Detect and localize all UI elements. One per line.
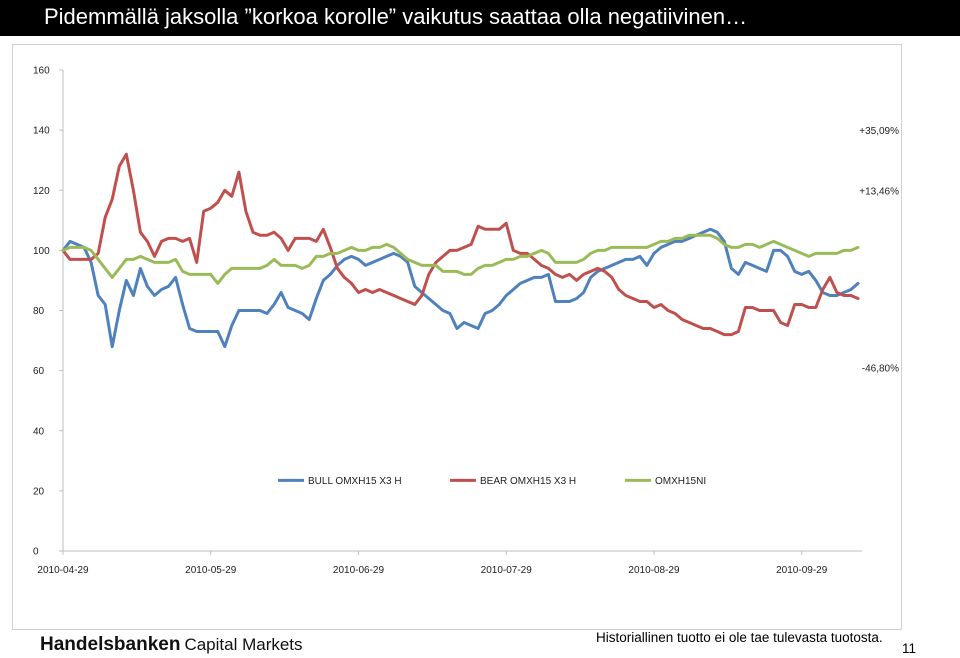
x-tick-label: 2010-04-29 [37, 565, 89, 576]
x-tick-label: 2010-07-29 [481, 565, 533, 576]
x-tick-label: 2010-08-29 [628, 565, 680, 576]
brand-logo: Handelsbanken Capital Markets [40, 634, 303, 656]
series-line-2 [61, 152, 860, 337]
y-tick-label: 40 [33, 426, 45, 437]
line-chart: 0 20 40 60 80 100 120 140 160 2010-04-29 2010-05-2… [33, 66, 899, 577]
y-tick-label: 100 [33, 246, 50, 257]
x-tick-label: 2010-06-29 [333, 565, 385, 576]
y-tick-label: 120 [33, 186, 50, 197]
y-tick-label: 0 [33, 547, 39, 558]
legend-label-1: BULL OMXH15 X3 H [308, 476, 402, 487]
slide-title: Pidemmällä jaksolla ”korkoa korolle” vai… [0, 0, 960, 36]
y-tick-label: 60 [33, 366, 45, 377]
brand-name: Handelsbanken [40, 634, 181, 655]
y-tick-label: 160 [33, 66, 50, 77]
x-tick-label: 2010-05-29 [185, 565, 237, 576]
annotation-label: -46,80% [862, 364, 899, 375]
legend-label-3: OMXH15NI [655, 476, 706, 487]
disclaimer-text: Historiallinen tuotto ei ole tae tulevas… [596, 630, 883, 645]
page-number: 11 [902, 641, 917, 656]
annotation-label: +35,09% [859, 126, 899, 137]
series-line-3 [61, 233, 860, 285]
y-tick-label: 20 [33, 486, 45, 497]
brand-subtitle: Capital Markets [184, 635, 303, 654]
y-tick-label: 80 [33, 306, 45, 317]
legend-label-2: BEAR OMXH15 X3 H [480, 476, 576, 487]
x-tick-label: 2010-09-29 [776, 565, 828, 576]
annotation-label: +13,46% [859, 186, 899, 197]
y-tick-label: 140 [33, 126, 50, 137]
chart-frame: 0 20 40 60 80 100 120 140 160 2010-04-29 2010-05-2… [12, 44, 902, 630]
